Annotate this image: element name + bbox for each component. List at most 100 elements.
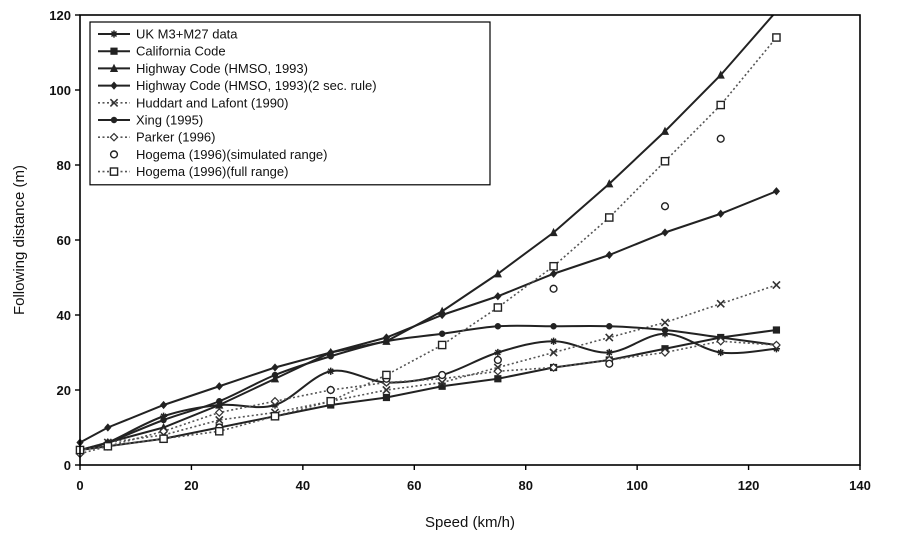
x-tick-label: 20 xyxy=(184,478,198,493)
legend-label-8: Hogema (1996)(simulated range) xyxy=(136,147,327,162)
data-point xyxy=(660,156,670,166)
data-point xyxy=(771,340,781,350)
data-point xyxy=(661,326,669,334)
data-point xyxy=(327,353,334,360)
legend-box xyxy=(89,21,491,186)
data-point xyxy=(716,134,725,143)
x-tick-label: 140 xyxy=(849,478,871,493)
data-point xyxy=(215,382,223,391)
data-point xyxy=(494,375,502,383)
data-point xyxy=(438,330,446,337)
data-point xyxy=(549,337,558,345)
series-line-1 xyxy=(80,332,777,451)
data-point xyxy=(270,411,280,421)
data-point xyxy=(605,348,613,357)
data-point xyxy=(549,269,558,278)
data-point xyxy=(326,396,336,406)
legend-marker xyxy=(109,150,119,159)
data-point xyxy=(717,348,725,357)
data-point xyxy=(716,100,726,110)
legend-label-4: Highway Code (HMSO, 1993)(2 sec. rule) xyxy=(136,78,377,93)
y-tick-label: 40 xyxy=(57,308,71,323)
data-point xyxy=(438,310,446,320)
data-point xyxy=(493,366,503,376)
data-point xyxy=(661,330,669,338)
data-point xyxy=(660,318,670,327)
y-axis-title: Following distance (m) xyxy=(11,165,28,315)
data-point xyxy=(159,412,168,420)
legend-marker xyxy=(109,132,119,142)
y-tick-label: 120 xyxy=(49,8,71,23)
data-point xyxy=(382,393,391,402)
data-point xyxy=(605,333,614,342)
data-point xyxy=(383,338,390,345)
data-point xyxy=(438,382,446,390)
data-point xyxy=(605,250,613,260)
x-tick-label: 40 xyxy=(296,478,310,493)
data-point xyxy=(716,299,725,308)
series-line-6 xyxy=(80,324,777,451)
series-line-5 xyxy=(80,284,777,451)
data-point xyxy=(215,415,224,425)
legend-marker xyxy=(109,98,119,107)
data-point xyxy=(382,385,391,395)
legend-label-6: Xing (1995) xyxy=(136,113,203,128)
y-tick-label: 80 xyxy=(57,158,71,173)
data-point xyxy=(549,227,558,237)
x-tick-label: 60 xyxy=(407,478,421,493)
data-point xyxy=(772,187,781,196)
data-point xyxy=(549,348,558,357)
data-point xyxy=(271,363,279,372)
x-tick-label: 80 xyxy=(518,478,532,493)
data-point xyxy=(716,336,726,346)
legend-marker xyxy=(110,81,118,90)
data-point xyxy=(605,359,614,368)
y-tick-label: 100 xyxy=(49,83,71,98)
data-point xyxy=(549,284,558,293)
x-tick-label: 0 xyxy=(76,478,83,493)
legend-label-5: Huddart and Lafont (1990) xyxy=(136,95,289,110)
data-point xyxy=(772,326,781,334)
data-point xyxy=(604,213,614,222)
series-line-4 xyxy=(80,190,777,444)
data-point xyxy=(772,33,781,42)
data-point xyxy=(494,348,502,357)
data-point xyxy=(214,408,224,417)
legend-label-3: Highway Code (HMSO, 1993) xyxy=(136,61,308,76)
data-point xyxy=(493,355,502,365)
legend-label-7: Parker (1996) xyxy=(136,130,215,145)
data-point xyxy=(493,269,502,278)
data-point xyxy=(717,209,725,218)
data-point xyxy=(660,348,670,357)
data-point xyxy=(159,400,168,410)
legend-marker xyxy=(110,116,118,124)
data-point xyxy=(660,126,670,135)
legend-label-1: UK M3+M27 data xyxy=(136,27,238,42)
data-point xyxy=(160,416,167,424)
legend-marker xyxy=(109,63,119,72)
data-point xyxy=(493,303,503,312)
series-lines xyxy=(80,15,778,455)
series-line-7 xyxy=(80,340,777,455)
legend-marker xyxy=(110,30,118,38)
series-line-2 xyxy=(80,329,777,451)
y-tick-label: 0 xyxy=(64,458,71,473)
x-tick-label: 100 xyxy=(626,478,648,493)
legend: UK M3+M27 data California Code Highway Cod… xyxy=(89,21,491,186)
data-point xyxy=(326,385,335,395)
data-point xyxy=(494,292,502,301)
data-point xyxy=(716,70,725,79)
series-line-9 xyxy=(80,36,778,451)
data-point xyxy=(271,371,279,379)
legend-label-9: Hogema (1996)(full range) xyxy=(136,164,288,179)
data-point xyxy=(215,400,224,409)
data-point xyxy=(549,261,558,271)
y-tick-label: 20 xyxy=(57,383,71,398)
data-point xyxy=(270,396,280,406)
data-point xyxy=(606,323,613,330)
data-point xyxy=(103,441,113,451)
data-point xyxy=(549,363,559,372)
data-point xyxy=(660,202,670,211)
y-tick-label: 60 xyxy=(57,233,71,248)
